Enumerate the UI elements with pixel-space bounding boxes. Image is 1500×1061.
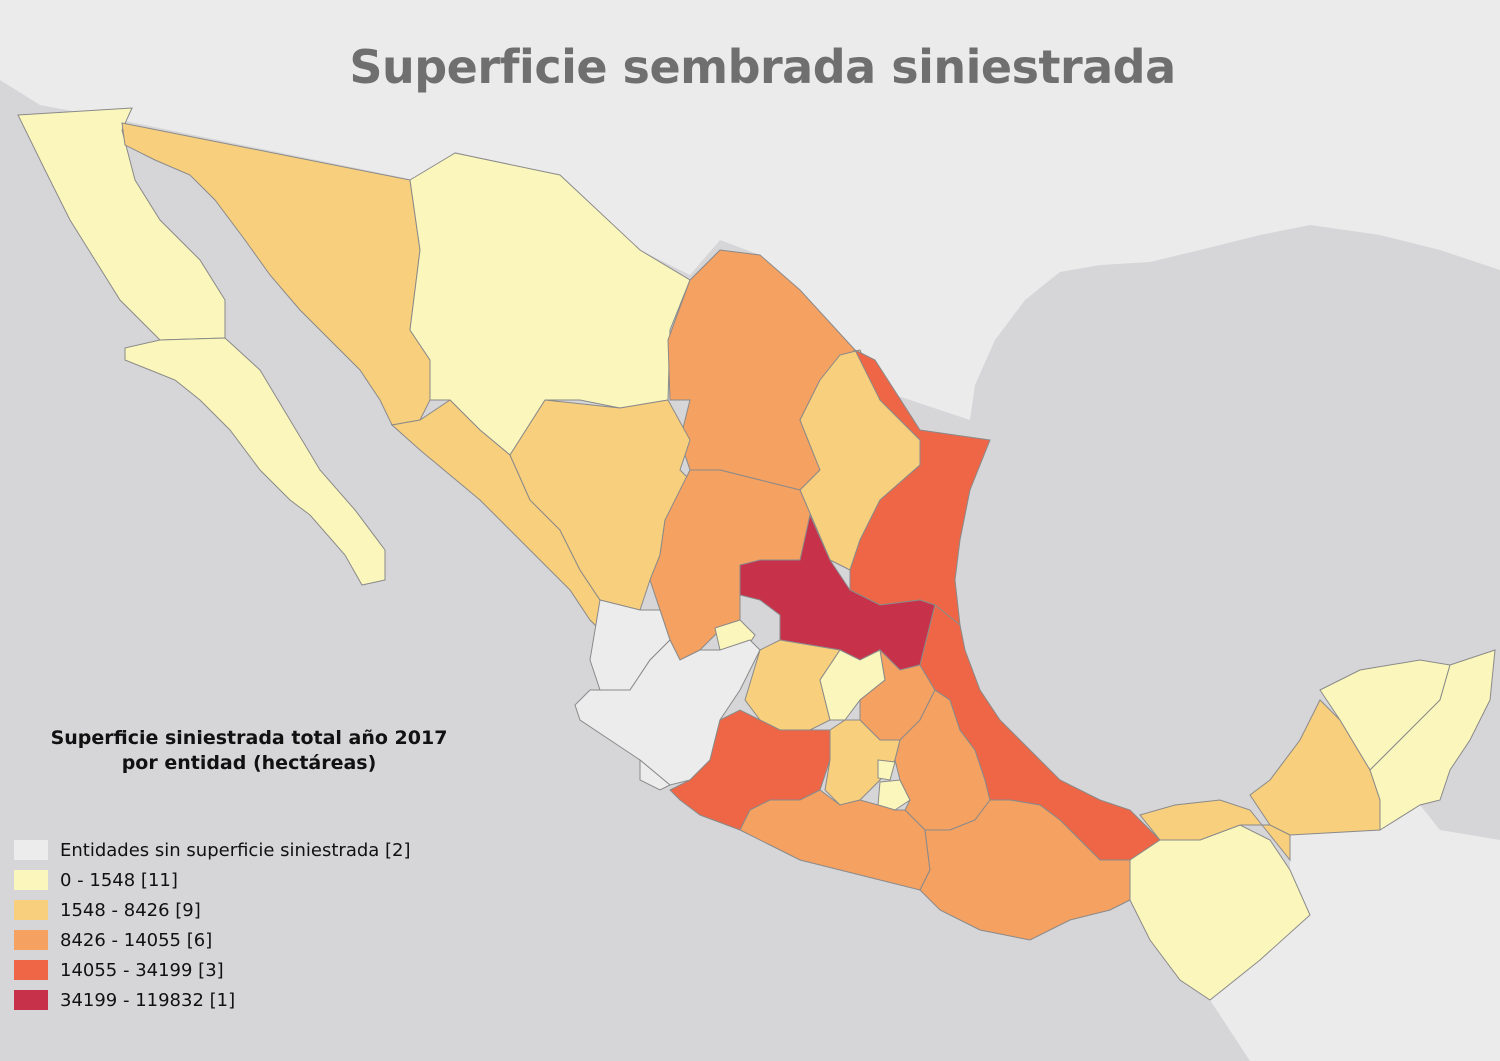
legend-title: Superficie siniestrada total año 2017 po… bbox=[2, 726, 496, 776]
state-baja-california-sur[interactable] bbox=[124, 337, 386, 586]
central-america-land bbox=[1210, 805, 1500, 1061]
legend-swatch bbox=[14, 990, 48, 1010]
legend-swatch bbox=[14, 840, 48, 860]
legend-panel: Superficie siniestrada total año 2017 po… bbox=[2, 668, 496, 1058]
legend-item-class3: 8426 - 14055 [6] bbox=[14, 928, 212, 952]
state-tabasco[interactable] bbox=[1139, 799, 1291, 862]
legend-swatch bbox=[14, 960, 48, 980]
legend-item-class2: 1548 - 8426 [9] bbox=[14, 898, 201, 922]
legend-label: 1548 - 8426 [9] bbox=[60, 899, 201, 921]
map-title: Superficie sembrada siniestrada bbox=[349, 40, 1176, 94]
legend-item-none: Entidades sin superficie siniestrada [2] bbox=[14, 838, 411, 862]
legend-item-class1: 0 - 1548 [11] bbox=[14, 868, 178, 892]
state-guerrero[interactable] bbox=[739, 789, 931, 891]
legend-label: 14055 - 34199 [3] bbox=[60, 959, 224, 981]
legend-title-line1: Superficie siniestrada total año 2017 bbox=[50, 727, 448, 749]
state-chihuahua[interactable] bbox=[409, 152, 691, 456]
state-quintana-roo[interactable] bbox=[1369, 649, 1496, 831]
legend-title-line2: por entidad (hectáreas) bbox=[121, 752, 377, 774]
state-colima[interactable] bbox=[639, 758, 671, 791]
legend-label: Entidades sin superficie siniestrada [2] bbox=[60, 839, 411, 861]
legend-swatch bbox=[14, 870, 48, 890]
state-morelos[interactable] bbox=[877, 779, 911, 811]
legend-label: 8426 - 14055 [6] bbox=[60, 929, 213, 951]
state-cdmx[interactable] bbox=[877, 759, 896, 781]
legend-label: 34199 - 119832 [1] bbox=[60, 989, 236, 1011]
state-jalisco[interactable] bbox=[574, 639, 761, 786]
legend-item-class4: 14055 - 34199 [3] bbox=[14, 958, 224, 982]
legend-label: 0 - 1548 [11] bbox=[60, 869, 178, 891]
usa-land bbox=[0, 0, 1500, 420]
legend-swatch bbox=[14, 930, 48, 950]
legend-item-class5: 34199 - 119832 [1] bbox=[14, 988, 235, 1012]
legend-swatch bbox=[14, 900, 48, 920]
